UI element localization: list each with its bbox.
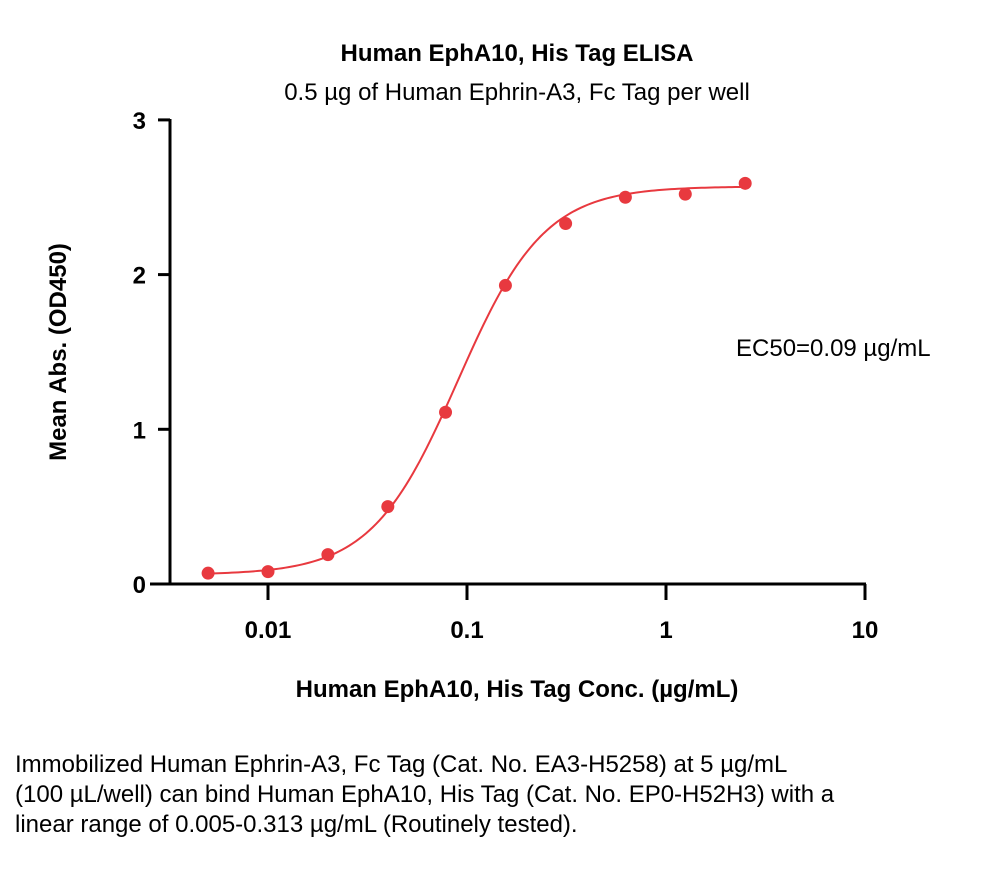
y-tick-label: 0 <box>133 572 146 599</box>
data-point <box>261 565 275 579</box>
data-point <box>618 190 632 204</box>
x-tick-label: 0.1 <box>450 617 483 644</box>
x-axis: 0.01 0.1 1 10 <box>150 582 879 644</box>
x-tick-label: 10 <box>852 617 879 644</box>
elisa-chart: Human EphA10, His Tag ELISA 0.5 µg of Hu… <box>45 40 931 703</box>
x-tick-label: 1 <box>659 617 672 644</box>
chart-title: Human EphA10, His Tag ELISA <box>341 40 694 67</box>
figure-caption: Immobilized Human Ephrin-A3, Fc Tag (Cat… <box>15 751 835 838</box>
y-tick-label: 1 <box>133 417 146 444</box>
data-point <box>738 176 752 190</box>
data-point <box>381 500 395 514</box>
data-points <box>201 176 752 580</box>
data-point <box>201 566 215 580</box>
y-tick-label: 2 <box>133 263 146 290</box>
data-point <box>498 278 512 292</box>
data-point <box>559 217 573 231</box>
data-point <box>678 187 692 201</box>
chart-subtitle: 0.5 µg of Human Ephrin-A3, Fc Tag per we… <box>284 79 750 106</box>
x-axis-label: Human EphA10, His Tag Conc. (µg/mL) <box>296 676 739 703</box>
y-axis-label: Mean Abs. (OD450) <box>45 243 72 461</box>
data-point <box>439 405 453 419</box>
y-axis: 0 1 2 3 <box>133 108 172 599</box>
data-point <box>321 548 335 562</box>
fit-curve <box>208 185 746 575</box>
ec50-annotation: EC50=0.09 µg/mL <box>736 335 931 362</box>
x-tick-label: 0.01 <box>245 617 292 644</box>
y-tick-label: 3 <box>133 108 146 135</box>
